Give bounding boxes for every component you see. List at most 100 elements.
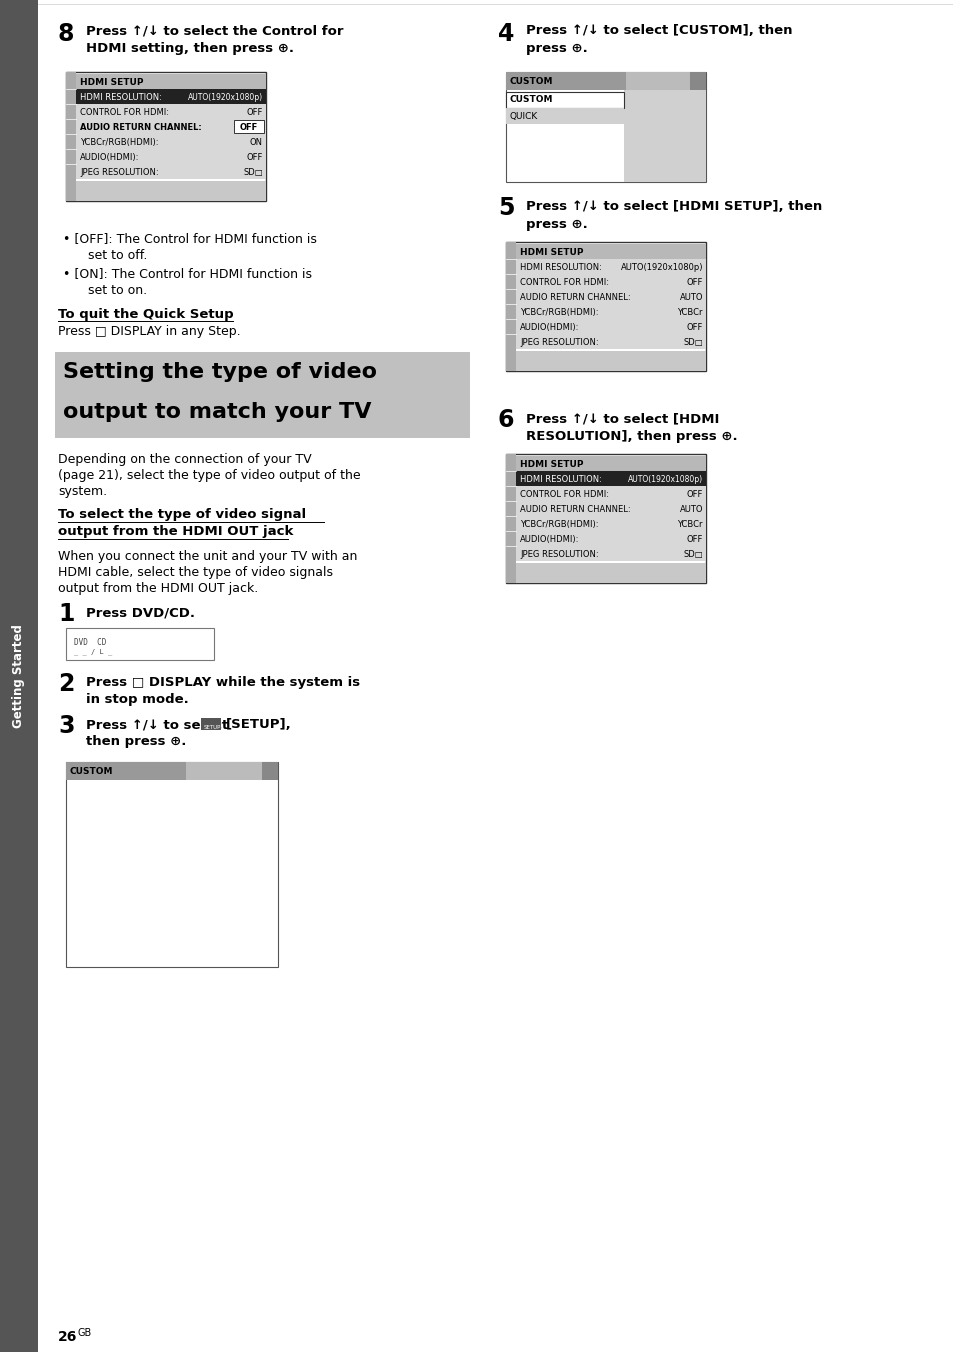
Text: output to match your TV: output to match your TV	[63, 402, 371, 422]
Text: OFF: OFF	[686, 279, 702, 287]
Bar	[516, 456, 705, 470]
Text: • [ON]: The Control for HDMI function is: • [ON]: The Control for HDMI function is	[63, 266, 312, 280]
Bar	[76, 164, 266, 178]
Text: OFF: OFF	[686, 323, 702, 333]
Text: _ _ / L _: _ _ / L _	[74, 648, 112, 654]
Bar	[66, 72, 266, 201]
Text: Depending on the connection of your TV: Depending on the connection of your TV	[58, 453, 312, 466]
Text: Press □ DISPLAY in any Step.: Press □ DISPLAY in any Step.	[58, 324, 240, 338]
Text: CUSTOM: CUSTOM	[510, 77, 553, 85]
Text: JPEG RESOLUTION:: JPEG RESOLUTION:	[519, 550, 598, 558]
Bar	[516, 243, 705, 260]
Bar	[516, 334, 705, 349]
Text: CONTROL FOR HDMI:: CONTROL FOR HDMI:	[519, 279, 608, 287]
Text: HDMI SETUP: HDMI SETUP	[519, 247, 583, 257]
Bar	[505, 92, 623, 108]
Text: AUDIO RETURN CHANNEL:: AUDIO RETURN CHANNEL:	[519, 293, 630, 301]
Text: AUDIO(HDMI):: AUDIO(HDMI):	[80, 153, 139, 162]
Text: 5: 5	[497, 196, 514, 220]
Text: YCBCr/RGB(HDMI):: YCBCr/RGB(HDMI):	[519, 308, 598, 316]
Text: To select the type of video signal: To select the type of video signal	[58, 508, 306, 521]
Text: 26: 26	[58, 1330, 77, 1344]
Text: AUDIO(HDMI):: AUDIO(HDMI):	[519, 535, 578, 544]
Text: then press ⊕.: then press ⊕.	[86, 735, 186, 748]
Bar	[505, 72, 625, 91]
Bar	[505, 108, 623, 124]
Text: AUTO: AUTO	[679, 293, 702, 301]
Text: Setting the type of video: Setting the type of video	[63, 362, 376, 383]
Text: AUTO(1920x1080p): AUTO(1920x1080p)	[619, 264, 702, 272]
Bar	[516, 260, 705, 274]
Text: OFF: OFF	[247, 108, 263, 118]
Bar	[516, 485, 705, 502]
Text: To quit the Quick Setup: To quit the Quick Setup	[58, 308, 233, 320]
Text: HDMI SETUP: HDMI SETUP	[80, 78, 143, 87]
Text: ON: ON	[250, 138, 263, 147]
Text: (page 21), select the type of video output of the: (page 21), select the type of video outp…	[58, 469, 360, 483]
Text: SETUP: SETUP	[204, 725, 221, 730]
Text: Getting Started: Getting Started	[12, 625, 26, 727]
Text: HDMI SETUP: HDMI SETUP	[519, 460, 583, 469]
Text: HDMI setting, then press ⊕.: HDMI setting, then press ⊕.	[86, 42, 294, 55]
Bar	[516, 274, 705, 289]
Text: Press DVD/CD.: Press DVD/CD.	[86, 606, 194, 619]
Text: [SETUP],: [SETUP],	[226, 718, 292, 731]
Text: JPEG RESOLUTION:: JPEG RESOLUTION:	[519, 338, 598, 347]
Text: AUTO(1920x1080p): AUTO(1920x1080p)	[188, 93, 263, 101]
Text: YCBCr: YCBCr	[677, 308, 702, 316]
Text: 4: 4	[497, 22, 514, 46]
Text: output from the HDMI OUT jack.: output from the HDMI OUT jack.	[58, 581, 258, 595]
Text: Press ↑/↓ to select [HDMI: Press ↑/↓ to select [HDMI	[525, 412, 719, 425]
Text: Press ↑/↓ to select: Press ↑/↓ to select	[86, 718, 228, 731]
Text: Press ↑/↓ to select the Control for: Press ↑/↓ to select the Control for	[86, 24, 343, 37]
Bar	[186, 763, 277, 780]
Text: YCBCr: YCBCr	[677, 521, 702, 529]
Text: Press ↑/↓ to select [CUSTOM], then: Press ↑/↓ to select [CUSTOM], then	[525, 24, 792, 37]
Text: YCBCr/RGB(HDMI):: YCBCr/RGB(HDMI):	[519, 521, 598, 529]
Text: AUDIO RETURN CHANNEL:: AUDIO RETURN CHANNEL:	[519, 506, 630, 514]
Text: HDMI RESOLUTION:: HDMI RESOLUTION:	[519, 475, 601, 484]
Text: in stop mode.: in stop mode.	[86, 694, 189, 706]
Bar	[66, 72, 76, 201]
Bar	[505, 242, 516, 370]
Bar	[76, 181, 266, 201]
Bar	[233, 120, 264, 132]
Bar	[623, 91, 705, 183]
Bar	[516, 470, 705, 485]
Bar	[516, 562, 705, 583]
Bar	[516, 289, 705, 304]
Text: set to on.: set to on.	[76, 284, 147, 297]
Text: press ⊕.: press ⊕.	[525, 218, 587, 231]
Text: 3: 3	[58, 714, 74, 738]
Text: AUDIO RETURN CHANNEL:: AUDIO RETURN CHANNEL:	[80, 123, 201, 132]
Text: OFF: OFF	[247, 153, 263, 162]
Bar	[505, 454, 705, 583]
Text: Press ↑/↓ to select [HDMI SETUP], then: Press ↑/↓ to select [HDMI SETUP], then	[525, 200, 821, 214]
Text: HDMI RESOLUTION:: HDMI RESOLUTION:	[80, 93, 162, 101]
Text: system.: system.	[58, 485, 107, 498]
Bar	[625, 72, 705, 91]
Bar	[505, 72, 705, 183]
Bar	[516, 546, 705, 561]
Text: CUSTOM: CUSTOM	[70, 767, 113, 776]
Bar	[0, 0, 38, 1352]
Bar	[516, 502, 705, 516]
Bar	[66, 763, 186, 780]
Text: Press □ DISPLAY while the system is: Press □ DISPLAY while the system is	[86, 676, 359, 690]
Text: output from the HDMI OUT jack: output from the HDMI OUT jack	[58, 525, 294, 538]
Bar	[262, 763, 277, 780]
Text: 6: 6	[497, 408, 514, 433]
Bar	[201, 718, 221, 730]
Bar	[516, 531, 705, 546]
Bar	[516, 304, 705, 319]
Bar	[76, 119, 266, 134]
Text: SD□: SD□	[243, 168, 263, 177]
Text: CUSTOM: CUSTOM	[510, 96, 553, 104]
Text: AUDIO(HDMI):: AUDIO(HDMI):	[519, 323, 578, 333]
Bar	[76, 89, 266, 104]
Text: HDMI RESOLUTION:: HDMI RESOLUTION:	[519, 264, 601, 272]
Bar	[505, 454, 516, 583]
Text: OFF: OFF	[239, 123, 258, 132]
Text: set to off.: set to off.	[76, 249, 147, 262]
Bar	[689, 72, 705, 91]
